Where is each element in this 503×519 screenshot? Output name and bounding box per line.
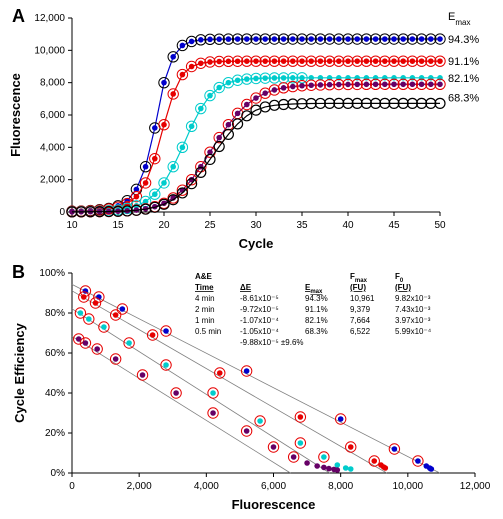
svg-text:2,000: 2,000 [40,175,65,186]
svg-text:(FU): (FU) [350,283,366,292]
svg-text:10: 10 [66,220,78,231]
svg-text:-1.05x10⁻⁴: -1.05x10⁻⁴ [240,327,279,336]
svg-text:-1.07x10⁻⁴: -1.07x10⁻⁴ [240,316,279,325]
svg-text:1 min: 1 min [195,316,215,325]
svg-text:100%: 100% [39,268,65,279]
svg-text:5.99x10⁻⁴: 5.99x10⁻⁴ [395,327,432,336]
svg-text:10,000: 10,000 [393,481,424,492]
svg-text:4 min: 4 min [195,294,215,303]
svg-text:8,000: 8,000 [40,78,65,89]
svg-text:ΔE: ΔE [240,283,252,292]
svg-text:-9.72x10⁻⁵: -9.72x10⁻⁵ [240,305,279,314]
svg-text:-9.88x10⁻⁵ ±9.6%: -9.88x10⁻⁵ ±9.6% [240,338,304,347]
svg-text:0: 0 [69,481,75,492]
svg-text:15: 15 [112,220,124,231]
svg-text:4,000: 4,000 [194,481,219,492]
svg-text:25: 25 [204,220,216,231]
svg-text:10,961: 10,961 [350,294,375,303]
svg-text:94.3%: 94.3% [448,34,479,46]
svg-text:6,000: 6,000 [40,110,65,121]
svg-text:20: 20 [158,220,170,231]
svg-text:82.1%: 82.1% [448,73,479,85]
svg-text:A&E: A&E [195,272,213,281]
svg-text:68.3%: 68.3% [305,327,328,336]
svg-text:10,000: 10,000 [34,45,65,56]
svg-text:9.82x10⁻³: 9.82x10⁻³ [395,294,431,303]
panel-a-chart: 10 15 20 25 30 35 40 45 50 0 2,000 4,000 6,000 8,000 1… [0,0,503,255]
svg-text:40%: 40% [45,388,65,399]
svg-text:8,000: 8,000 [328,481,353,492]
svg-text:2,000: 2,000 [127,481,152,492]
svg-text:0: 0 [59,207,65,218]
figure-container: A B 10152025303540455002,0004,0006,0008,… [0,0,503,519]
svg-text:(FU): (FU) [395,283,411,292]
svg-text:94.3%: 94.3% [305,294,328,303]
svg-text:6,000: 6,000 [261,481,286,492]
svg-text:60%: 60% [45,348,65,359]
svg-text:4,000: 4,000 [40,142,65,153]
svg-text:40: 40 [342,220,354,231]
svg-text:45: 45 [388,220,400,231]
svg-text:3.97x10⁻³: 3.97x10⁻³ [395,316,431,325]
svg-text:80%: 80% [45,308,65,319]
svg-text:6,522: 6,522 [350,327,371,336]
svg-text:-8.61x10⁻⁵: -8.61x10⁻⁵ [240,294,279,303]
svg-text:Fluorescence: Fluorescence [232,497,316,512]
svg-text:Fluorescence: Fluorescence [8,73,23,157]
svg-text:91.1%: 91.1% [448,56,479,68]
svg-text:91.1%: 91.1% [305,305,328,314]
svg-text:50: 50 [434,220,446,231]
svg-text:68.3%: 68.3% [448,92,479,104]
svg-text:20%: 20% [45,428,65,439]
svg-text:12,000: 12,000 [460,481,491,492]
svg-text:Cycle Efficiency: Cycle Efficiency [12,322,27,422]
svg-text:Time: Time [195,283,214,292]
svg-text:9,379: 9,379 [350,305,371,314]
svg-text:Cycle: Cycle [239,236,274,251]
svg-text:7,664: 7,664 [350,316,371,325]
svg-text:0%: 0% [51,468,66,479]
svg-text:0.5 min: 0.5 min [195,327,221,336]
svg-text:82.1%: 82.1% [305,316,328,325]
svg-text:Emax: Emax [448,11,470,27]
svg-text:35: 35 [296,220,308,231]
svg-text:2 min: 2 min [195,305,215,314]
panel-b-chart: 0 2,000 4,000 6,000 8,000 10,000 12,000 0% 20% 40… [0,255,503,519]
svg-text:30: 30 [250,220,262,231]
svg-text:7.43x10⁻³: 7.43x10⁻³ [395,305,431,314]
svg-text:12,000: 12,000 [34,13,65,24]
